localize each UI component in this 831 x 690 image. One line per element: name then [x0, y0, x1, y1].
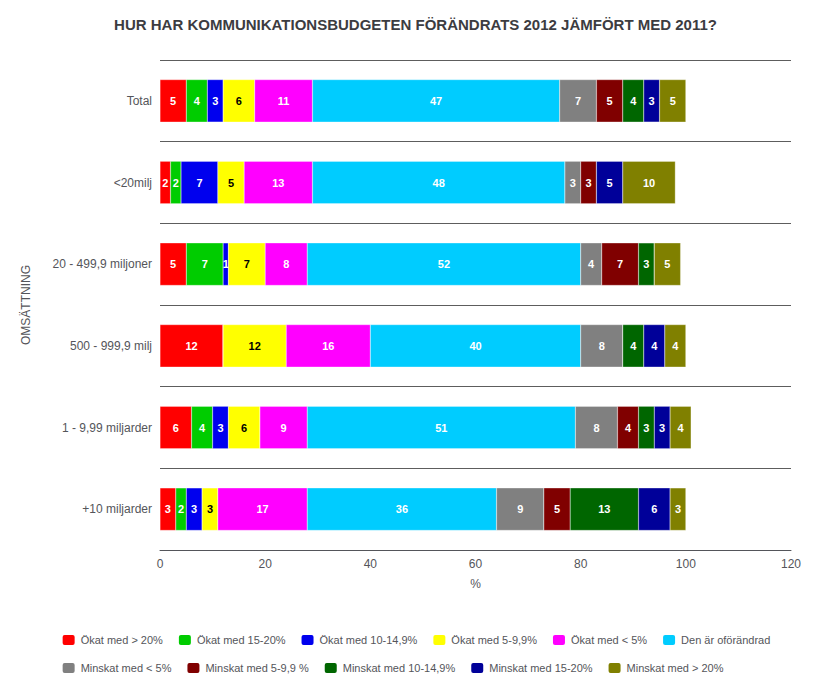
svg-text:7: 7 — [617, 258, 623, 270]
svg-text:8: 8 — [599, 340, 605, 352]
svg-text:8: 8 — [593, 422, 599, 434]
svg-text:3: 3 — [643, 422, 649, 434]
svg-text:5: 5 — [170, 258, 176, 270]
svg-text:48: 48 — [433, 177, 445, 189]
svg-text:9: 9 — [281, 422, 287, 434]
svg-text:Minskat med > 20%: Minskat med > 20% — [627, 662, 724, 674]
svg-text:Ökat med > 20%: Ökat med > 20% — [81, 634, 163, 646]
svg-text:3: 3 — [207, 503, 213, 515]
svg-text:12: 12 — [185, 340, 197, 352]
svg-text:Minskat med 15-20%: Minskat med 15-20% — [489, 662, 593, 674]
svg-text:7: 7 — [244, 258, 250, 270]
svg-text:3: 3 — [643, 258, 649, 270]
svg-text:47: 47 — [430, 95, 442, 107]
svg-text:Ökat med 15-20%: Ökat med 15-20% — [197, 634, 286, 646]
svg-text:Ökat med < 5%: Ökat med < 5% — [571, 634, 647, 646]
svg-text:3: 3 — [675, 503, 681, 515]
svg-text:10: 10 — [643, 177, 655, 189]
svg-text:2: 2 — [178, 503, 184, 515]
svg-text:5: 5 — [228, 177, 234, 189]
svg-text:4: 4 — [651, 340, 658, 352]
svg-text:Ökat med 5-9,9%: Ökat med 5-9,9% — [451, 634, 537, 646]
svg-text:5: 5 — [670, 95, 676, 107]
svg-text:51: 51 — [435, 422, 447, 434]
svg-text:12: 12 — [249, 340, 261, 352]
svg-text:7: 7 — [196, 177, 202, 189]
svg-text:40: 40 — [364, 557, 378, 571]
svg-text:Minskat med 5-9,9 %: Minskat med 5-9,9 % — [205, 662, 309, 674]
svg-text:5: 5 — [554, 503, 560, 515]
svg-text:13: 13 — [272, 177, 284, 189]
svg-text:9: 9 — [517, 503, 523, 515]
svg-text:7: 7 — [575, 95, 581, 107]
svg-text:6: 6 — [173, 422, 179, 434]
svg-text:120: 120 — [781, 557, 801, 571]
svg-text:0: 0 — [157, 557, 164, 571]
svg-text:7: 7 — [202, 258, 208, 270]
svg-text:1: 1 — [223, 258, 229, 270]
svg-text:2: 2 — [162, 177, 168, 189]
svg-text:<20milj: <20milj — [114, 176, 152, 190]
svg-text:Ökat med 10-14,9%: Ökat med 10-14,9% — [320, 634, 418, 646]
svg-text:17: 17 — [256, 503, 268, 515]
svg-text:52: 52 — [438, 258, 450, 270]
svg-text:20 - 499,9 miljoner: 20 - 499,9 miljoner — [53, 257, 152, 271]
svg-text:4: 4 — [672, 340, 679, 352]
svg-text:4: 4 — [588, 258, 595, 270]
svg-text:4: 4 — [199, 422, 206, 434]
svg-text:3: 3 — [585, 177, 591, 189]
svg-text:+10 miljarder: +10 miljarder — [82, 502, 152, 516]
svg-text:4: 4 — [630, 340, 637, 352]
svg-text:5: 5 — [664, 258, 670, 270]
svg-text:3: 3 — [217, 422, 223, 434]
svg-text:HUR HAR KOMMUNIKATIONSBUDGETEN: HUR HAR KOMMUNIKATIONSBUDGETEN FÖRÄNDRAT… — [114, 16, 717, 33]
svg-text:6: 6 — [651, 503, 657, 515]
svg-text:1 - 9,99 miljarder: 1 - 9,99 miljarder — [62, 421, 152, 435]
svg-text:80: 80 — [574, 557, 588, 571]
svg-text:3: 3 — [659, 422, 665, 434]
svg-text:5: 5 — [170, 95, 176, 107]
svg-text:4: 4 — [630, 95, 637, 107]
svg-text:60: 60 — [469, 557, 483, 571]
svg-text:16: 16 — [322, 340, 334, 352]
svg-text:500 - 999,9 milj: 500 - 999,9 milj — [70, 339, 152, 353]
svg-text:Minskat med < 5%: Minskat med < 5% — [81, 662, 172, 674]
svg-text:8: 8 — [283, 258, 289, 270]
svg-text:3: 3 — [191, 503, 197, 515]
svg-text:Den är oförändrad: Den är oförändrad — [681, 634, 770, 646]
svg-text:6: 6 — [241, 422, 247, 434]
svg-text:3: 3 — [649, 95, 655, 107]
svg-text:4: 4 — [194, 95, 201, 107]
svg-text:OMSÄTTNING: OMSÄTTNING — [19, 265, 33, 345]
svg-text:20: 20 — [258, 557, 272, 571]
svg-text:Total: Total — [127, 94, 152, 108]
svg-text:13: 13 — [598, 503, 610, 515]
svg-text:4: 4 — [678, 422, 685, 434]
svg-text:40: 40 — [469, 340, 481, 352]
svg-text:%: % — [470, 577, 481, 591]
svg-text:Minskat med 10-14,9%: Minskat med 10-14,9% — [343, 662, 456, 674]
svg-text:100: 100 — [676, 557, 696, 571]
svg-text:4: 4 — [625, 422, 632, 434]
svg-text:11: 11 — [278, 95, 290, 107]
svg-text:5: 5 — [607, 177, 613, 189]
svg-text:3: 3 — [212, 95, 218, 107]
svg-text:3: 3 — [570, 177, 576, 189]
svg-text:2: 2 — [173, 177, 179, 189]
svg-text:3: 3 — [165, 503, 171, 515]
svg-text:5: 5 — [607, 95, 613, 107]
svg-text:36: 36 — [396, 503, 408, 515]
svg-text:6: 6 — [236, 95, 242, 107]
